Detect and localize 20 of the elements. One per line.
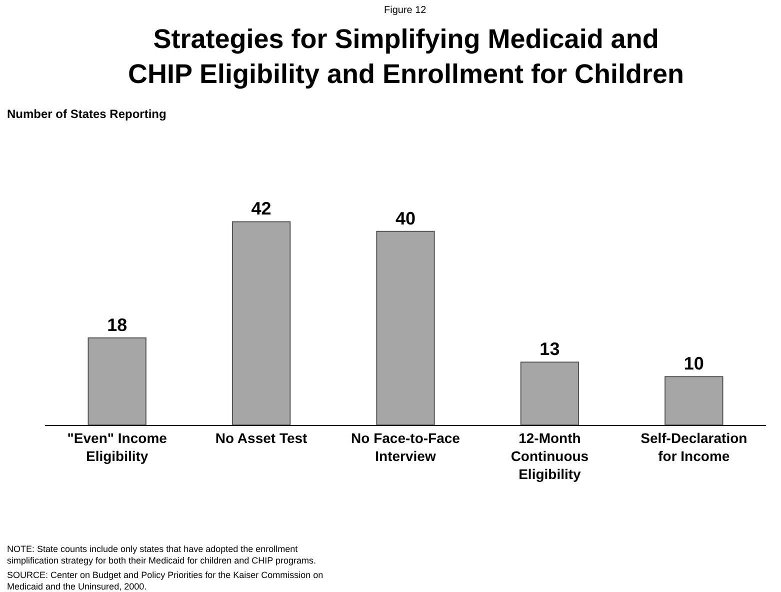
data-label: 40 [395, 208, 416, 228]
data-label: 18 [107, 314, 128, 335]
data-label: 10 [684, 354, 704, 374]
bar [520, 362, 580, 425]
source-note: SOURCE: Center on Budget and Policy Priorities for the Kaiser Commission on Medicaid and the Uninsured, 2000. [7, 570, 324, 592]
bar [664, 376, 724, 425]
text: Number of States Reporting [7, 107, 166, 121]
bar [88, 337, 146, 425]
bar [232, 221, 291, 425]
data-label: 42 [251, 198, 272, 219]
x-tick-label: Self-Declaration for Income [640, 430, 748, 464]
caption: Figure 12 [384, 5, 427, 16]
text: NOTE: State counts include only states that have adopted the enrollment simplification strategy for both their Medicaid for children and CHIP programs. [7, 544, 316, 566]
x-tick-label: No Asset Test [215, 430, 308, 446]
bar [376, 230, 435, 425]
x-tick-label: 12-Month Continuous Eligibility [510, 430, 589, 482]
data-label: 13 [540, 339, 560, 360]
x-tick-label: No Face-to-Face Interview [351, 430, 460, 464]
chart-title: Strategies for Simplifying Medicaid and CHIP Eligibility and Enrollment for Children [128, 24, 684, 90]
x-tick-label: "Even" Income Eligibility [67, 430, 168, 464]
